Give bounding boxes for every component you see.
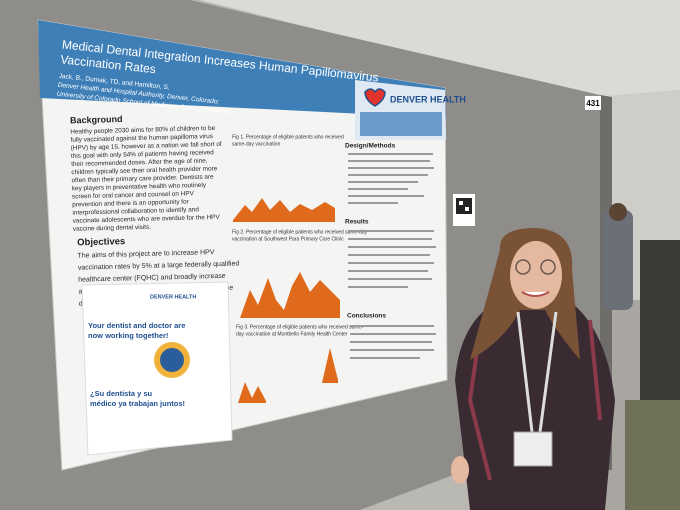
text-line xyxy=(350,333,436,335)
body-line: The aims of this project are to increase… xyxy=(77,249,214,260)
figure-caption: vaccination at Southwest Para Primary Ca… xyxy=(232,236,344,242)
text-line xyxy=(350,357,420,359)
text-line xyxy=(348,160,430,162)
text-line xyxy=(348,254,430,256)
body-line: interprofessional collaboration to ident… xyxy=(72,206,199,216)
text-line xyxy=(348,202,398,204)
board-number: 431 xyxy=(586,99,600,108)
text-line xyxy=(350,349,434,351)
figure-chart xyxy=(322,348,338,383)
figure-chart xyxy=(233,198,335,222)
body-line: prevention and there is an opportunity f… xyxy=(72,198,190,208)
text-line xyxy=(348,230,434,232)
figure-chart xyxy=(238,382,266,403)
flyer-english: Your dentist and doctor are xyxy=(88,321,185,330)
flyer-logo: DENVER HEALTH xyxy=(150,294,196,300)
background-person xyxy=(609,203,627,221)
presenter-smile xyxy=(521,291,550,297)
figure-caption: Fig 3. Percentage of eligible patients w… xyxy=(236,324,363,330)
text-line xyxy=(350,325,434,327)
small-text xyxy=(348,153,436,359)
body-line: children typically see their oral health… xyxy=(71,165,218,176)
body-line: vaccinate adolescents who are overdue fo… xyxy=(73,214,221,225)
name-badge xyxy=(513,431,553,467)
background-person xyxy=(603,210,633,310)
body-line: fully vaccinated against the human papil… xyxy=(70,133,213,144)
text-line xyxy=(348,195,424,197)
text-line xyxy=(348,286,408,288)
title-banner xyxy=(38,20,446,118)
qr-code xyxy=(456,198,472,214)
flyer-english: now working together! xyxy=(88,331,168,340)
text-line xyxy=(348,174,428,176)
section-heading: Design/Methods xyxy=(345,143,396,150)
text-line xyxy=(348,270,428,272)
qr-code xyxy=(459,201,463,205)
background-person xyxy=(625,400,680,510)
figure-chart xyxy=(240,272,340,318)
flyer-spanish: médico ya trabajan juntos! xyxy=(90,399,185,408)
text-line xyxy=(348,181,418,183)
figure-caption: day vaccination at Montbello Family Heal… xyxy=(236,331,348,337)
body-line: key players in preventative health who r… xyxy=(72,182,207,193)
flyer-illustration xyxy=(160,348,184,372)
body-line: vaccine during dental visits. xyxy=(73,224,152,233)
text-line xyxy=(348,278,432,280)
section-heading: Results xyxy=(345,219,369,226)
logo-skyline xyxy=(360,112,442,136)
body-line: screen for oral cancer and counsel on HP… xyxy=(72,190,195,200)
body-line: vaccination rates by 5% at a large feder… xyxy=(78,260,240,271)
presenter-face xyxy=(510,241,562,309)
text-line xyxy=(348,167,434,169)
section-heading: Objectives xyxy=(77,236,125,248)
section-heading: Background xyxy=(70,114,123,125)
body-line: often than their primary care provider. … xyxy=(71,174,214,185)
logo-heart xyxy=(364,88,386,107)
text-line xyxy=(348,238,432,240)
qr-code xyxy=(465,207,469,211)
body-line: their recommended doses. After the age o… xyxy=(71,157,208,168)
body-line: (HPV) by age 15, however as a nation we … xyxy=(71,141,222,152)
text-line xyxy=(348,246,436,248)
flyer-spanish: ¿Su dentista y su xyxy=(90,389,153,398)
figure-caption: Fig 1. Percentage of eligible patients w… xyxy=(232,134,344,140)
lanyard xyxy=(516,311,558,433)
figure-caption: Fig 2. Percentage of eligible patients w… xyxy=(232,229,368,235)
text-line xyxy=(350,341,432,343)
presenter-glasses xyxy=(515,259,531,275)
text-line xyxy=(348,262,434,264)
ceiling xyxy=(200,0,680,100)
board-number-tag xyxy=(585,96,601,110)
body-line: Healthy people 2030 aims for 80% of chil… xyxy=(70,125,216,136)
text-line xyxy=(348,153,433,155)
body-line: this goal with only 54% of patients havi… xyxy=(71,149,214,160)
figure-caption: same-day vaccination xyxy=(232,141,281,147)
presenter-glasses xyxy=(540,259,556,275)
logo-text: DENVER HEALTH xyxy=(390,94,466,104)
body-line: healthcare center (FQHC) and broadly inc… xyxy=(78,273,226,284)
presenter-hand xyxy=(451,456,469,484)
text-line xyxy=(348,188,408,190)
section-heading: Conclusions xyxy=(347,313,386,320)
